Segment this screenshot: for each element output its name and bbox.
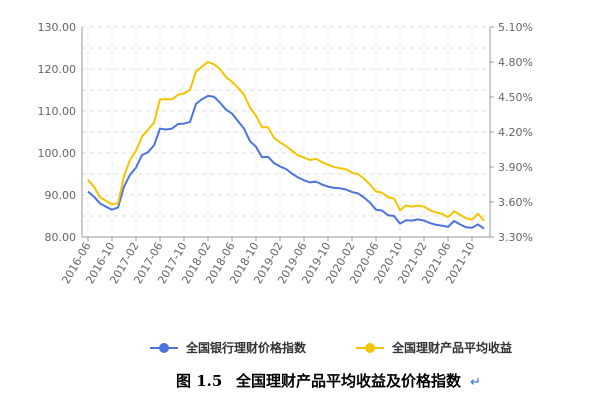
legend-label-avg-yield: 全国理财产品平均收益	[391, 340, 512, 355]
caption-title: 全国理财产品平均收益及价格指数	[235, 372, 462, 390]
grid-lines	[81, 26, 491, 238]
legend-item-avg-yield[interactable]: 全国理财产品平均收益	[356, 340, 512, 355]
caption-label: 图 1.5	[176, 372, 222, 390]
series-lines	[87, 61, 485, 230]
caption-return-mark: ↵	[470, 375, 481, 390]
right-y-axis: 3.30% 3.60% 3.90% 4.20% 4.50% 4.80% 5.10%	[490, 21, 533, 244]
right-tick-label: 3.30%	[498, 231, 533, 244]
figure-caption: 图 1.5 全国理财产品平均收益及价格指数 ↵	[176, 372, 481, 390]
right-tick-label: 3.90%	[498, 161, 533, 174]
legend: 全国银行理财价格指数 全国理财产品平均收益	[150, 340, 512, 355]
left-tick-label: 110.00	[38, 105, 77, 118]
left-tick-label: 100.00	[38, 147, 77, 160]
left-y-axis: 80.00 90.00 100.00 110.00 120.00 130.00	[38, 21, 77, 244]
right-tick-label: 4.80%	[498, 56, 533, 69]
legend-item-bank-index[interactable]: 全国银行理财价格指数	[150, 340, 307, 355]
left-tick-label: 90.00	[45, 189, 77, 202]
legend-marker-avg-yield	[365, 343, 375, 353]
left-tick-label: 80.00	[45, 231, 77, 244]
x-axis: 2016-062016-102017-022017-062017-102018-…	[59, 237, 478, 286]
legend-marker-bank-index	[159, 343, 169, 353]
left-tick-label: 130.00	[38, 21, 77, 34]
right-tick-label: 5.10%	[498, 21, 533, 34]
series-line-avg-yield[interactable]	[87, 61, 485, 222]
right-tick-label: 4.50%	[498, 91, 533, 104]
series-line-bank-index[interactable]	[87, 94, 485, 230]
right-tick-label: 3.60%	[498, 196, 533, 209]
left-tick-label: 120.00	[38, 63, 77, 76]
legend-label-bank-index: 全国银行理财价格指数	[185, 340, 307, 355]
right-tick-label: 4.20%	[498, 126, 533, 139]
